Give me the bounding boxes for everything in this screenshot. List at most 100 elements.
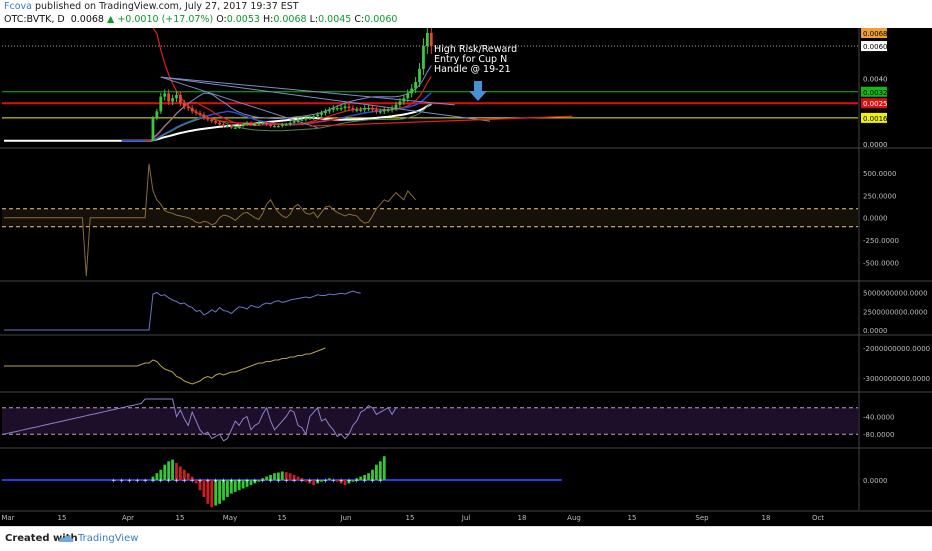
price-label-box [861,98,887,109]
candle-body [410,88,414,94]
macd-histogram-bar [320,480,323,482]
macd-histogram-bar [300,478,304,480]
macd-histogram-bar [375,464,378,480]
x-tick-label: Apr [122,514,134,522]
macd-histogram-bar [304,480,308,482]
price-axis-tick: 0.0000 [863,141,888,149]
macd-histogram-bar [327,478,331,480]
macd-cross-marker: + [182,478,187,485]
candle-body [429,33,433,47]
candle-body [382,109,386,112]
annotation-text: High Risk/Reward [434,44,517,55]
candle-body [182,103,186,107]
open-value: 0.0053 [226,14,260,25]
candle-body [214,121,218,123]
price-label: 0.0025 [863,100,888,108]
macd-cross-marker: + [174,478,179,485]
macd-cross-marker: + [119,478,124,485]
author-link[interactable]: Fcova [4,1,32,12]
macd-histogram-bar [351,480,355,482]
macd-cross-marker: + [205,478,210,485]
macd-histogram-bar [382,456,386,480]
macd-histogram-bar [316,480,319,484]
chart-canvas[interactable]: Mar 15 Apr 15 May 15 Jun 15 Jul 18 Aug 15 Sep 18 Oct Hi… [0,28,932,526]
x-tick-label: 15 [628,514,637,522]
x-tick-label: Jun [340,514,352,522]
candle-body [327,109,331,112]
candle-body [398,101,402,105]
candle-body [257,122,261,125]
macd-histogram-bar [163,464,167,480]
macd-histogram-bar [237,480,241,491]
up-triangle-icon: ▲ [107,14,115,25]
macd-histogram-bar [202,480,206,497]
macd-cross-marker: + [370,478,375,485]
candle-body [159,96,163,112]
macd-histogram-bar [226,480,229,497]
candle-body [308,117,312,120]
candle-body [335,108,339,110]
candle-body [190,108,194,112]
candle-body [375,109,378,112]
macd-cross-marker: + [284,478,289,485]
macd-cross-marker: + [245,478,250,485]
candle-body [418,68,421,82]
macd-histogram-bar [343,480,347,486]
y-tick-label: 0.0000 [863,327,888,335]
symbol-label: OTC:BVTK, D [4,14,65,25]
y-tick-label: 0.0000 [863,215,888,223]
x-tick-label: 15 [278,514,287,522]
macd-histogram-bar [261,478,265,480]
last-price: 0.0068 [70,14,104,25]
macd-histogram-bar [233,480,237,492]
change-value: +0.0010 (+17.07%) [117,14,214,25]
macd-histogram-bar [273,473,276,480]
low-value: 0.0045 [318,14,352,25]
macd-histogram-bar [339,480,343,484]
candle-body [253,124,257,126]
candle-body [237,126,241,128]
chart-background [0,28,932,526]
macd-histogram-bar [182,469,186,480]
candle-body [229,126,233,128]
macd-histogram-bar [335,480,339,482]
y-tick-label: 250.0000 [863,192,896,200]
macd-cross-marker: + [150,478,155,485]
bollinger-band-line [152,102,432,142]
down-arrow-icon [469,81,487,101]
macd-cross-marker: + [158,478,163,485]
candle-body [292,121,296,123]
macd-histogram-bar [214,480,218,506]
y-tick-label: -500.0000 [863,260,899,268]
macd-histogram-bar [198,480,202,491]
macd-cross-marker: + [143,478,148,485]
candle-body [273,126,276,128]
macd-histogram-bar [367,473,370,480]
macd-histogram-bar [190,476,194,480]
macd-histogram-bar [359,476,363,480]
x-tick-label: 18 [518,514,527,522]
x-tick-label: Mar [1,514,14,522]
moving-average-line [4,103,432,142]
x-tick-label: Jul [461,514,471,522]
candle-body [320,112,323,115]
candle-body [241,124,245,127]
macd-cross-marker: + [166,478,171,485]
macd-histogram-bar [222,480,225,501]
candle-body [194,111,198,113]
macd-histogram-bar [175,463,178,480]
candle-body [265,122,269,125]
candle-body [171,98,174,102]
tradingview-brand[interactable]: TradingView [78,533,139,544]
candle-body [331,108,335,110]
trendline [309,115,573,127]
macd-cross-marker: + [111,478,116,485]
macd-cross-marker: + [339,478,344,485]
candle-body [347,106,351,109]
candle-body [222,124,225,127]
macd-cross-marker: + [237,478,242,485]
candle-body [296,119,300,122]
price-label: 0.0016 [863,115,888,123]
price-label-box [861,86,887,97]
macd-cross-marker: + [331,478,336,485]
